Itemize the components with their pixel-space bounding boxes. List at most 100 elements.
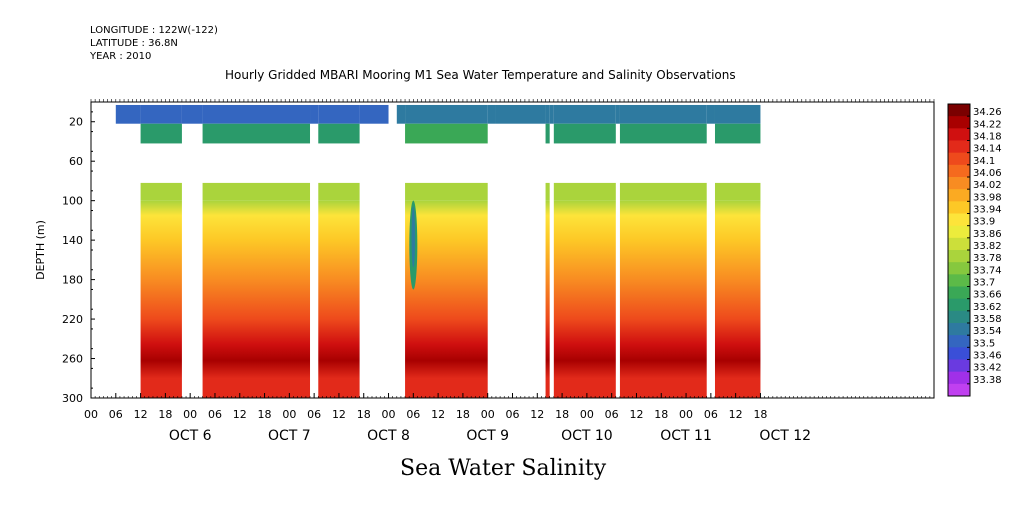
- x-tick-label: 06: [406, 408, 420, 421]
- colorbar-swatch: [948, 323, 970, 336]
- x-tick-label: 06: [307, 408, 321, 421]
- y-tick-label: 180: [62, 274, 83, 287]
- y-axis-label: DEPTH (m): [34, 220, 47, 280]
- x-tick-label: 06: [605, 408, 619, 421]
- colorbar-label: 33.62: [973, 302, 1002, 313]
- salinity-cell-upper: [714, 182, 761, 201]
- salinity-cell-mid: [405, 123, 488, 144]
- colorbar-swatch: [948, 116, 970, 129]
- x-tick-label: 12: [729, 408, 743, 421]
- day-label: OCT 12: [759, 428, 811, 444]
- colorbar-swatch: [948, 359, 970, 373]
- salinity-anomaly-core: [411, 206, 416, 268]
- longitude-label: LONGITUDE : 122W(-122): [90, 25, 218, 36]
- colorbar-swatch: [948, 250, 970, 263]
- salinity-cell-deep: [140, 200, 182, 398]
- day-label: OCT 9: [466, 428, 509, 444]
- salinity-cell-deep: [545, 200, 550, 398]
- colorbar-swatch: [948, 201, 970, 214]
- x-tick-label: 00: [679, 408, 693, 421]
- x-tick-label: 06: [704, 408, 718, 421]
- y-tick-label: 140: [62, 234, 83, 247]
- colorbar-label: 34.02: [973, 180, 1002, 191]
- salinity-cell-deep: [553, 200, 616, 398]
- colorbar-swatch: [948, 262, 970, 275]
- colorbar-label: 33.86: [973, 229, 1002, 240]
- colorbar-swatch: [948, 104, 970, 117]
- salinity-cell-mid: [140, 123, 182, 144]
- colorbar-swatch: [948, 164, 970, 178]
- x-tick-label: 12: [629, 408, 643, 421]
- colorbar-swatch: [948, 140, 970, 154]
- x-tick-label: 12: [233, 408, 247, 421]
- colorbar-label: 34.26: [973, 107, 1002, 118]
- salinity-cell-shallow: [318, 104, 360, 124]
- colorbar-swatch: [948, 128, 970, 141]
- salinity-cell-shallow: [359, 104, 389, 124]
- y-tick-label: 20: [69, 116, 83, 129]
- colorbar-label: 33.7: [973, 278, 995, 289]
- salinity-cell-upper: [140, 182, 182, 201]
- salinity-cell-shallow: [140, 104, 182, 124]
- salinity-cell-deep: [714, 200, 761, 398]
- colorbar-label: 33.42: [973, 363, 1002, 374]
- salinity-cell-mid: [553, 123, 616, 144]
- salinity-cell-upper: [553, 182, 616, 201]
- day-label: OCT 6: [169, 428, 212, 444]
- colorbar-swatch: [948, 310, 970, 324]
- salinity-cell-upper: [619, 182, 707, 201]
- variable-label: Sea Water Salinity: [400, 456, 607, 481]
- colorbar-label: 34.22: [973, 119, 1002, 130]
- colorbar-swatch: [948, 177, 970, 190]
- chart-title: Hourly Gridded MBARI Mooring M1 Sea Wate…: [225, 68, 736, 82]
- salinity-cell-shallow: [487, 104, 496, 124]
- salinity-cell-upper: [545, 182, 550, 201]
- day-label: OCT 10: [561, 428, 613, 444]
- day-label: OCT 11: [660, 428, 712, 444]
- x-tick-label: 18: [258, 408, 272, 421]
- x-tick-label: 00: [580, 408, 594, 421]
- colorbar-swatch: [948, 237, 970, 251]
- colorbar-label: 34.18: [973, 132, 1002, 143]
- colorbar-label: 33.46: [973, 351, 1002, 362]
- y-tick-label: 220: [62, 313, 83, 326]
- x-tick-label: 18: [555, 408, 569, 421]
- x-tick-label: 12: [530, 408, 544, 421]
- x-tick-label: 00: [84, 408, 98, 421]
- colorbar-swatch: [948, 286, 970, 300]
- salinity-cell-deep: [619, 200, 707, 398]
- salinity-cell-upper: [405, 182, 488, 201]
- salinity-cell-shallow: [706, 104, 715, 124]
- colorbar-swatch: [948, 274, 970, 287]
- salinity-cell-shallow: [115, 104, 141, 124]
- salinity-cell-shallow: [181, 104, 203, 124]
- salinity-cell-shallow: [553, 104, 616, 124]
- colorbar-label: 33.9: [973, 217, 995, 228]
- x-tick-label: 00: [382, 408, 396, 421]
- y-tick-label: 300: [62, 392, 83, 405]
- salinity-cell-mid: [545, 123, 550, 144]
- salinity-cell-shallow: [396, 104, 406, 124]
- salinity-cell-shallow: [495, 104, 546, 124]
- colorbar-label: 33.78: [973, 253, 1002, 264]
- colorbar-swatch: [948, 152, 970, 166]
- x-tick-label: 12: [134, 408, 148, 421]
- salinity-cell-mid: [318, 123, 360, 144]
- x-tick-label: 00: [183, 408, 197, 421]
- salinity-cell-mid: [202, 123, 311, 144]
- x-tick-label: 18: [158, 408, 172, 421]
- colorbar-swatch: [948, 335, 970, 348]
- salinity-cell-shallow: [545, 104, 550, 124]
- salinity-cell-shallow: [714, 104, 761, 124]
- colorbar-label: 34.14: [973, 144, 1002, 155]
- salinity-cell-deep: [405, 200, 488, 398]
- salinity-cell-shallow: [549, 104, 554, 124]
- colorbar-swatch: [948, 347, 970, 360]
- colorbar-swatch: [948, 189, 970, 202]
- salinity-cell-upper: [318, 182, 360, 201]
- salinity-cell-shallow: [619, 104, 707, 124]
- year-label: YEAR : 2010: [90, 51, 152, 62]
- x-tick-label: 18: [357, 408, 371, 421]
